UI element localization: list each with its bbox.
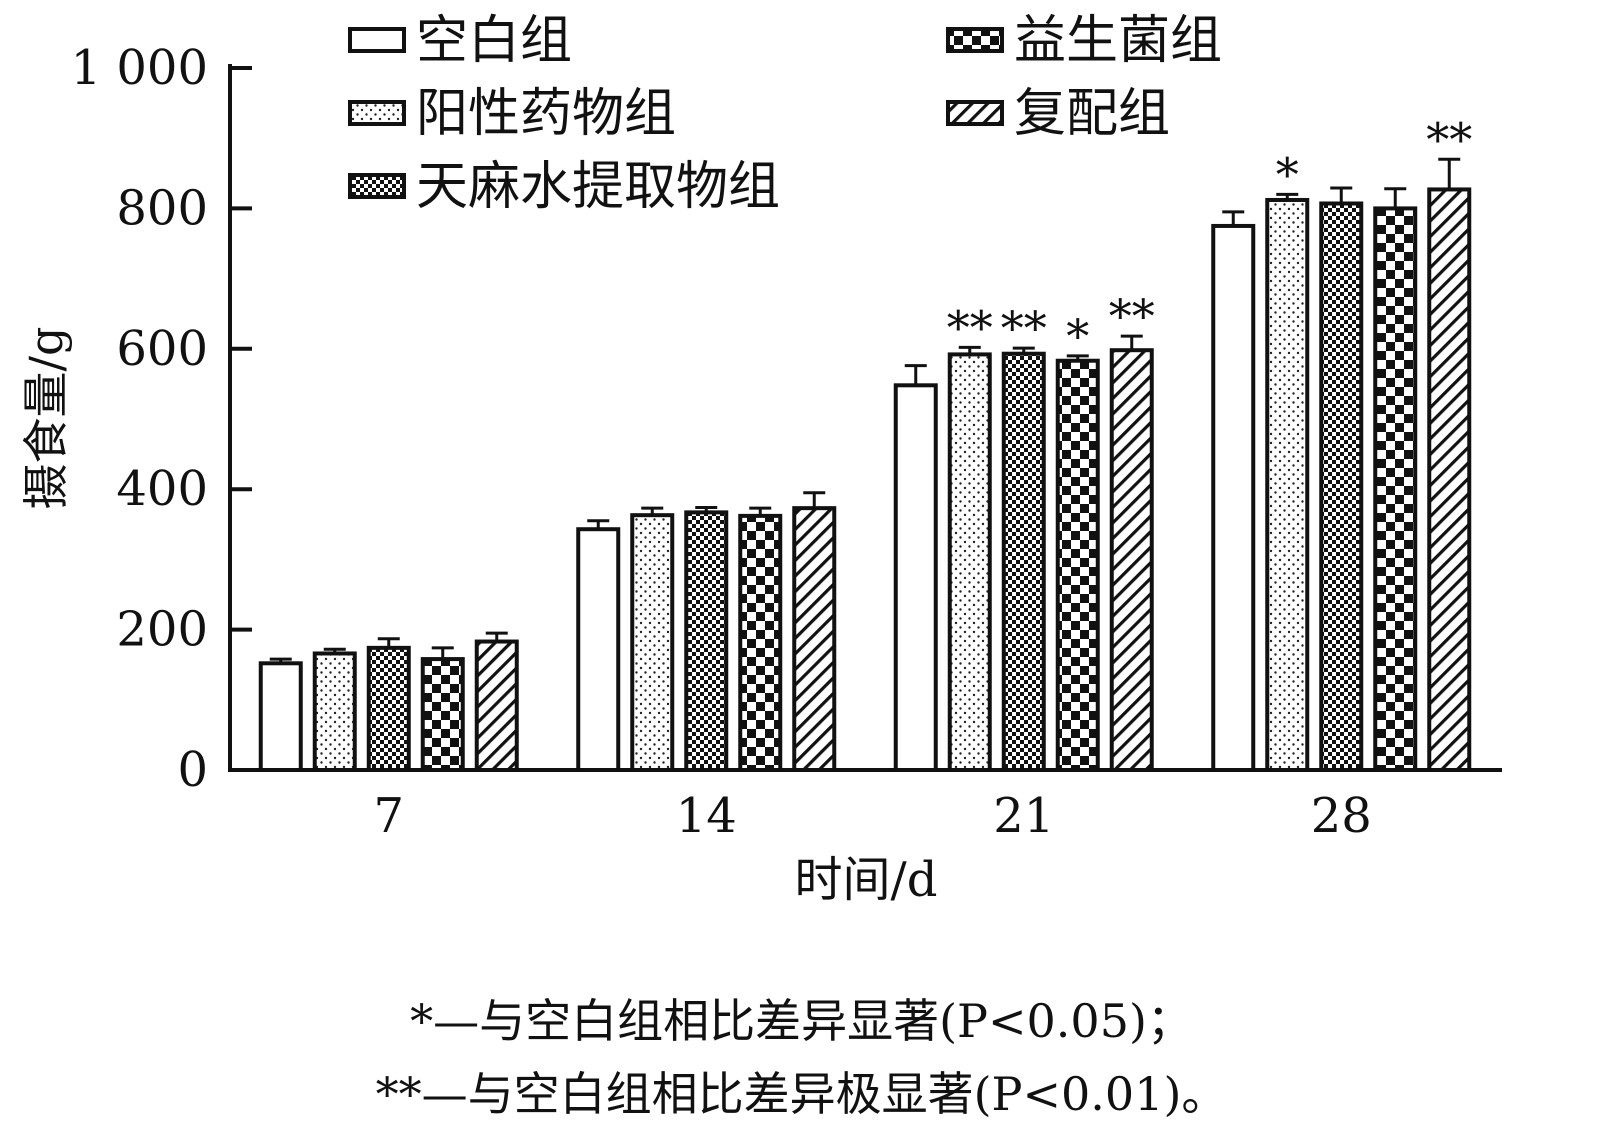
x-axis-label: 时间/d [795,852,938,908]
bar [1373,206,1418,772]
significance-marker: ** [1109,289,1155,343]
bar [1001,351,1046,772]
legend-label: 复配组 [1014,84,1170,144]
bar [1211,223,1256,772]
bar [366,645,411,772]
bar [1265,197,1310,772]
legend-swatch [348,100,406,126]
legend-label: 天麻水提取物组 [416,157,780,217]
legend-item: 阳性药物组 [348,84,676,144]
x-tick-label: 21 [993,788,1054,844]
significance-marker: * [1066,309,1089,363]
x-ticks: 7 14 21 28 [373,788,1371,844]
bar [630,513,675,773]
legend-swatch [348,173,406,199]
y-axis-label: 摄食量/g [19,327,73,510]
bar-series: ** ** * ***** [258,112,1472,773]
x-tick-label: 14 [676,788,737,844]
y-tick-label: 200 [116,602,208,658]
bar [1055,358,1100,772]
y-ticks: 0 200 400 600 800 1 000 [71,40,252,798]
bar [420,657,465,772]
legend-item: 空白组 [348,11,572,71]
legend-label: 阳性药物组 [416,84,676,144]
significance-marker: ** [947,300,993,354]
x-axis: 7 14 21 28 时间/d [228,768,1502,908]
bar [1427,187,1472,773]
significance-marker: * [1276,147,1299,201]
x-tick-label: 28 [1311,788,1372,844]
y-tick-label: 0 [177,742,208,798]
bar [576,527,621,772]
bar [1319,201,1364,772]
significance-marker: ** [1001,301,1047,355]
bar [1109,348,1154,772]
x-tick-label: 7 [373,788,404,844]
legend-label: 空白组 [416,11,572,71]
legend-swatch [348,27,406,53]
bar [258,661,303,773]
y-tick-label: 1 000 [71,40,208,96]
bar [684,510,729,773]
bar [792,506,837,772]
legend-swatch [946,100,1004,126]
footnote-highly-significant: **—与空白组相比差异极显著(P<0.01)。 [375,1067,1228,1121]
legend-swatch [946,27,1004,53]
significance-marker: ** [1426,112,1472,166]
legend-item: 复配组 [946,84,1170,144]
legend-label: 益生菌组 [1014,11,1222,71]
y-tick-label: 400 [116,461,208,517]
legend-item: 益生菌组 [946,11,1222,71]
y-tick-label: 800 [116,180,208,236]
bar [738,513,783,772]
bar [893,383,938,772]
bar [947,352,992,772]
bar [474,639,519,772]
footnote-significant: *—与空白组相比差异显著(P<0.05)； [410,994,1193,1048]
legend-item: 天麻水提取物组 [348,157,780,217]
bar [312,651,357,773]
y-tick-label: 600 [116,321,208,377]
y-axis: 0 200 400 600 800 1 000 摄食量/g [19,40,252,798]
